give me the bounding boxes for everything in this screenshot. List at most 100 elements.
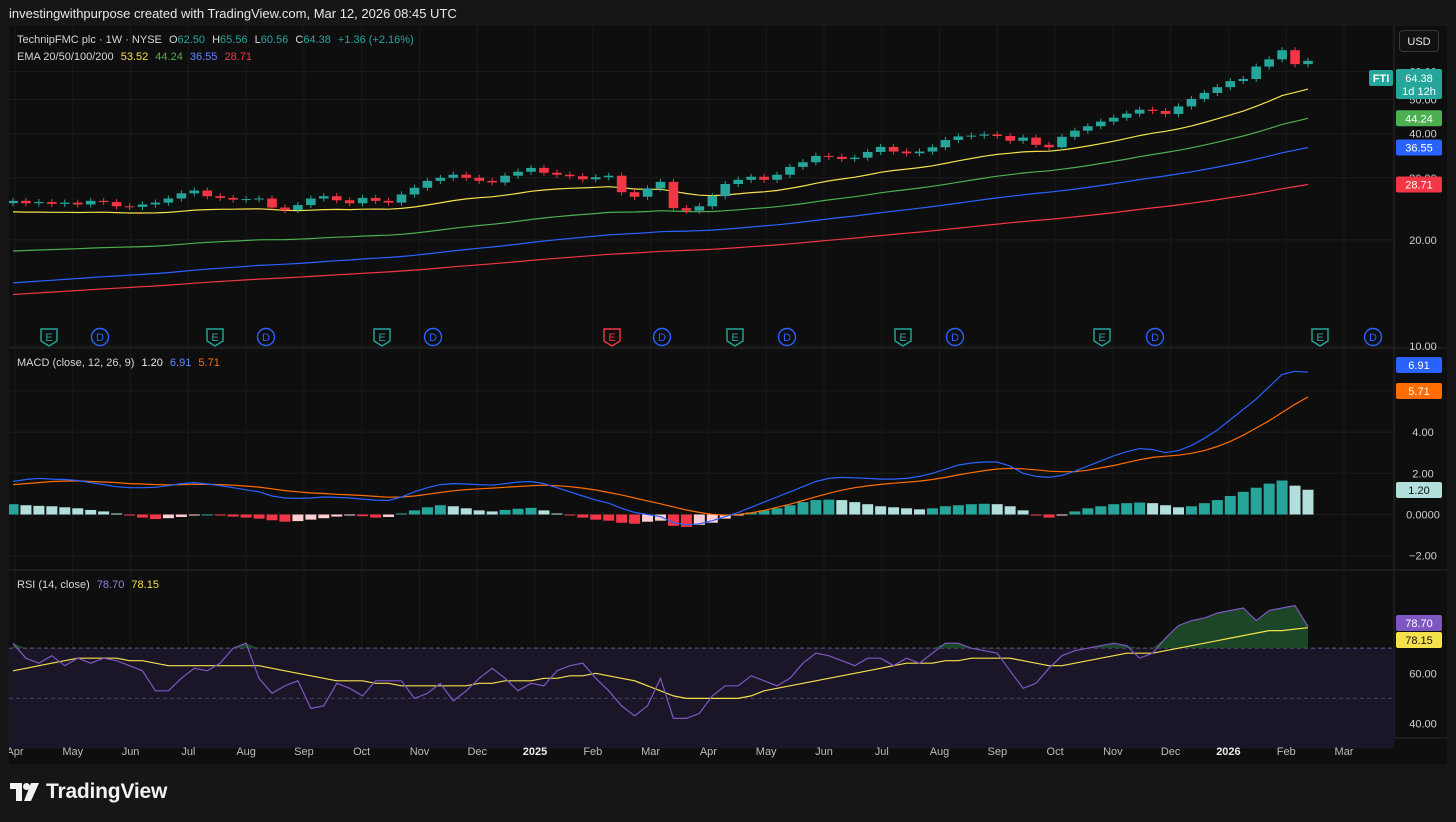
- high-value: 65.56: [220, 34, 248, 46]
- candle-body: [319, 196, 329, 199]
- candle-body: [1083, 126, 1093, 131]
- macd-histogram-bar: [1043, 514, 1055, 518]
- candle-body: [565, 174, 575, 177]
- time-axis-tick: 2026: [1216, 746, 1240, 758]
- candle-body: [9, 200, 18, 204]
- macd-signal-axis-tag-bg: [1396, 383, 1442, 399]
- candle-body: [370, 197, 381, 201]
- symbol-title[interactable]: TechnipFMC plc · 1W · NYSE: [17, 34, 162, 46]
- rsi-label[interactable]: RSI (14, close): [17, 579, 90, 591]
- macd-histogram-bar: [162, 514, 174, 519]
- macd-histogram-bar: [680, 514, 692, 527]
- candle-body: [785, 166, 795, 175]
- ema-line-ema100: [12, 146, 1309, 284]
- time-axis-tick: 2025: [523, 746, 547, 758]
- rsi-axis-tag: 78.70: [1405, 618, 1433, 630]
- chart-area[interactable]: EDEDEDEDEDEDEDED60.0050.0040.0030.0020.0…: [9, 26, 1447, 764]
- macd-histogram-bar: [72, 508, 84, 515]
- macd-histogram-bar: [797, 502, 809, 515]
- candle-body: [1134, 109, 1145, 114]
- candle-body: [1212, 87, 1223, 93]
- currency-button[interactable]: USD: [1399, 30, 1439, 52]
- candle-body: [422, 180, 433, 188]
- macd-histogram-bar: [1302, 489, 1314, 515]
- macd-histogram-bar: [914, 509, 925, 515]
- macd-label[interactable]: MACD (close, 12, 26, 9): [17, 357, 135, 369]
- ema200-axis-tag-bg: [1396, 176, 1442, 193]
- candle-body: [603, 175, 614, 178]
- macd-histogram-bar: [538, 510, 550, 515]
- candle-body: [1173, 106, 1184, 114]
- candle-body: [241, 199, 251, 201]
- ema100-axis-tag-bg: [1396, 139, 1442, 156]
- macd-histogram-bar: [124, 514, 136, 516]
- time-axis-tick: May: [62, 746, 83, 758]
- rsi-overbought-fill: [13, 605, 1308, 649]
- event-marker-label: E: [1316, 332, 1323, 344]
- dividend-marker-icon: [423, 327, 443, 347]
- time-axis-tick: Nov: [410, 746, 430, 758]
- macd-histogram-bar: [784, 505, 796, 515]
- tradingview-logo[interactable]: TradingView: [10, 780, 167, 804]
- candle-body: [150, 202, 161, 205]
- candle-body: [552, 172, 562, 175]
- time-axis-tick: Sep: [294, 746, 314, 758]
- time-axis-tick: Dec: [1161, 746, 1181, 758]
- macd-histogram-bar: [1211, 500, 1223, 515]
- macd-line-axis-tag: 6.91: [1408, 360, 1429, 372]
- event-marker-label: E: [608, 332, 615, 344]
- candle-body: [888, 146, 899, 152]
- time-axis-tick: Nov: [1103, 746, 1123, 758]
- candle-body: [1160, 110, 1171, 114]
- ema50-axis-tag-bg: [1396, 110, 1442, 127]
- macd-histogram-bar: [1237, 491, 1249, 515]
- candle-body: [707, 196, 718, 207]
- candle-body: [798, 162, 808, 167]
- candle-body: [539, 167, 549, 173]
- rsi-ma-line: [12, 627, 1309, 699]
- candle-body: [992, 134, 1002, 137]
- price-tag-value: 64.38: [1405, 73, 1433, 85]
- earnings-marker-icon: [373, 328, 391, 347]
- earnings-marker-icon: [726, 328, 744, 347]
- candle-body: [293, 205, 303, 211]
- macd-histogram-bar: [1289, 485, 1301, 515]
- macd-histogram-bar: [758, 510, 770, 515]
- macd-histogram-bar: [98, 511, 110, 515]
- candle-body: [1044, 144, 1054, 148]
- macd-signal-value: 5.71: [198, 357, 220, 369]
- rsi-ma-value: 78.15: [131, 579, 159, 591]
- macd-histogram-bar: [1185, 506, 1197, 515]
- earnings-marker-icon: [206, 328, 224, 347]
- macd-signal-line: [12, 396, 1309, 516]
- macd-histogram-bar: [33, 505, 45, 515]
- macd-histogram-bar: [862, 504, 874, 515]
- price-tag-countdown: 1d 12h: [1402, 86, 1436, 98]
- macd-legend: MACD (close, 12, 26, 9) 1.20 6.91 5.71: [17, 357, 224, 369]
- ticker-tag-bg: [1369, 70, 1393, 86]
- candle-body: [1303, 60, 1313, 65]
- time-axis-tick: May: [756, 746, 777, 758]
- candle-body: [862, 151, 873, 158]
- candle-body: [901, 151, 912, 154]
- ema-label[interactable]: EMA 20/50/100/200: [17, 51, 114, 63]
- macd-histogram-bar: [667, 514, 679, 526]
- candle-body: [720, 184, 731, 197]
- time-axis-tick: Jun: [122, 746, 140, 758]
- candle-body: [1057, 136, 1067, 148]
- macd-line-axis-tag-bg: [1396, 357, 1442, 373]
- dividend-marker-icon: [652, 327, 672, 347]
- macd-histogram-bar: [20, 505, 32, 515]
- candle-body: [953, 136, 964, 140]
- macd-histogram-bar: [1224, 495, 1236, 515]
- macd-histogram-bar: [331, 514, 343, 517]
- macd-histogram-bar: [305, 514, 317, 520]
- candle-body: [21, 200, 31, 204]
- macd-histogram-bar: [266, 514, 278, 521]
- chart-canvas[interactable]: EDEDEDEDEDEDEDED60.0050.0040.0030.0020.0…: [9, 26, 1447, 764]
- price-axis-tick: 20.00: [1409, 235, 1437, 247]
- dividend-marker-icon: [777, 327, 797, 347]
- candle-body: [85, 200, 96, 205]
- macd-histogram-bar: [46, 506, 58, 515]
- candle-body: [357, 197, 368, 204]
